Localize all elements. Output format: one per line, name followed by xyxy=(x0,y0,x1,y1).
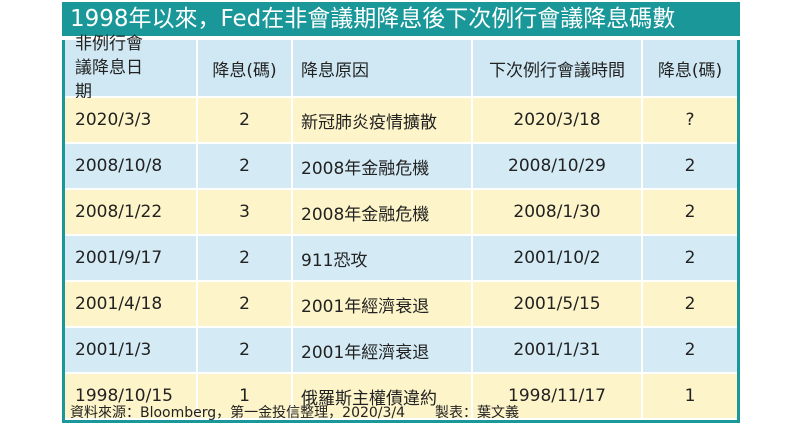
table-cell: 2001/1/31 xyxy=(473,328,643,374)
table-cell: 2008年金融危機 xyxy=(293,144,473,190)
table-row: 1998/10/15 1 俄羅斯主權債違約 1998/11/17 1 xyxy=(65,374,737,420)
table-cell: 2 xyxy=(198,328,293,374)
table-row: 2001/1/3 2 2001年經濟衰退 2001/1/31 2 xyxy=(65,328,737,374)
table-cell: 2008/1/22 xyxy=(65,190,198,236)
header-cell: 降息(碼) xyxy=(198,40,293,98)
table-cell: 2 xyxy=(643,236,737,282)
table-cell: 俄羅斯主權債違約 xyxy=(293,374,473,420)
table-cell: 2008/10/29 xyxy=(473,144,643,190)
table-cell: 1998/10/15 xyxy=(65,374,198,420)
table-cell: 新冠肺炎疫情擴散 xyxy=(293,98,473,144)
table-cell: ? xyxy=(643,98,737,144)
table-cell: 2001年經濟衰退 xyxy=(293,282,473,328)
table-row: 2020/3/3 2 新冠肺炎疫情擴散 2020/3/18? xyxy=(65,98,737,144)
header-cell: 降息原因 xyxy=(293,40,473,98)
source: 資料來源：Bloomberg，第一金投信整理，2020/3/4 xyxy=(70,405,406,421)
table-row: 2001/9/17 2 911恐攻 2001/10/2 2 xyxy=(65,236,737,282)
table-cell: 2 xyxy=(643,144,737,190)
table-row: 2008/1/22 3 2008年金融危機 2008/1/30 2 xyxy=(65,190,737,236)
table-cell: 3 xyxy=(198,190,293,236)
table-cell: 2001年經濟衰退 xyxy=(293,328,473,374)
table-cell: 2001/1/3 xyxy=(65,328,198,374)
header-row: 非例行會議降息日期 降息(碼) 降息原因 下次例行會議時間 降息(碼) xyxy=(65,34,737,102)
table-row: 2001/4/18 2 2001年經濟衰退 2001/5/15 2 xyxy=(65,282,737,328)
table-cell: 2001/10/2 xyxy=(473,236,643,282)
header-cell: 下次例行會議時間 xyxy=(473,40,643,98)
table-cell: 2 xyxy=(643,190,737,236)
author: 製表：葉文義 xyxy=(435,405,520,421)
table-cell: 2 xyxy=(198,144,293,190)
table-cell: 2008年金融危機 xyxy=(293,190,473,236)
table-cell: 2 xyxy=(198,236,293,282)
table-cell: 2008/10/8 xyxy=(65,144,198,190)
table-cell: 2 xyxy=(643,328,737,374)
table-cell: 2 xyxy=(643,282,737,328)
table-cell: 911恐攻 xyxy=(293,236,473,282)
table-cell: 2 xyxy=(198,98,293,144)
table-cell: 1 xyxy=(198,374,293,420)
table: 非例行會議降息日期 降息(碼) 降息原因 下次例行會議時間 降息(碼) 2020/3/3 2… xyxy=(62,34,740,423)
table-cell: 2001/9/17 xyxy=(65,236,198,282)
header-cell: 降息(碼) xyxy=(643,40,737,98)
table-cell: 2001/5/15 xyxy=(473,282,643,328)
table-cell: 2008/1/30 xyxy=(473,190,643,236)
table-cell: 2001/4/18 xyxy=(65,282,198,328)
header-cell: 非例行會議降息日期 xyxy=(65,34,198,102)
title: 1998年以來，Fed在非會議期降息後下次例行會議降息碼數 xyxy=(62,2,740,36)
table-row: 2008/10/8 2 2008年金融危機 2008/10/29 2 xyxy=(65,144,737,190)
table-cell: 1 xyxy=(643,374,737,420)
table-cell: 1998/11/17 xyxy=(473,374,643,420)
table-cell: 2020/3/18 xyxy=(473,98,643,144)
table-cell: 2 xyxy=(198,282,293,328)
table-cell: 2020/3/3 xyxy=(65,98,198,144)
footer: 資料來源：Bloomberg，第一金投信整理，2020/3/4 製表：葉文義 xyxy=(70,402,519,422)
